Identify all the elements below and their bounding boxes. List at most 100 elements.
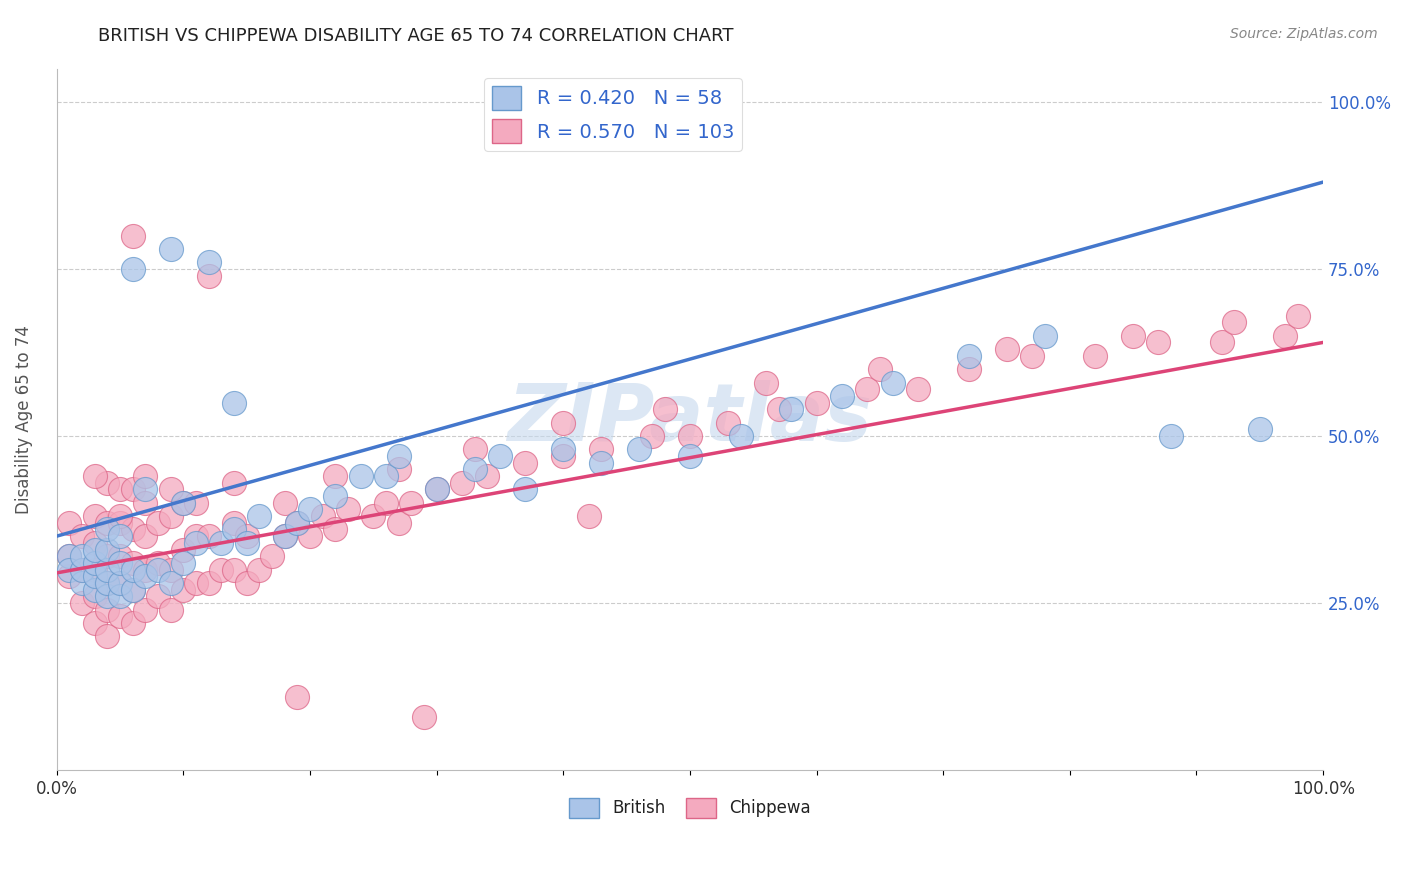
Point [83, 542, 105, 557]
Point [159, 563, 181, 577]
Point [553, 442, 575, 457]
Point [1274, 328, 1296, 343]
Point [121, 582, 143, 597]
Point [387, 516, 409, 530]
Point [121, 615, 143, 630]
Point [222, 395, 245, 409]
Point [628, 442, 651, 457]
Point [70, 549, 93, 564]
Point [285, 690, 308, 704]
Point [96, 589, 118, 603]
Point [995, 342, 1018, 356]
Point [121, 483, 143, 497]
Point [247, 509, 270, 524]
Point [146, 563, 169, 577]
Point [134, 483, 156, 497]
Point [108, 576, 131, 591]
Point [222, 523, 245, 537]
Point [957, 349, 980, 363]
Point [654, 402, 676, 417]
Point [451, 475, 474, 490]
Point [235, 536, 257, 550]
Point [108, 509, 131, 524]
Point [159, 602, 181, 616]
Point [83, 563, 105, 577]
Point [83, 509, 105, 524]
Point [374, 469, 396, 483]
Point [399, 496, 422, 510]
Point [260, 549, 283, 564]
Point [83, 569, 105, 583]
Point [273, 529, 295, 543]
Point [96, 629, 118, 643]
Point [323, 469, 346, 483]
Point [553, 416, 575, 430]
Point [1122, 328, 1144, 343]
Point [108, 516, 131, 530]
Point [869, 362, 891, 376]
Point [477, 469, 499, 483]
Text: Source: ZipAtlas.com: Source: ZipAtlas.com [1230, 27, 1378, 41]
Point [1211, 335, 1233, 350]
Point [679, 449, 702, 463]
Point [197, 255, 219, 269]
Point [412, 709, 434, 723]
Point [121, 556, 143, 570]
Point [285, 516, 308, 530]
Point [108, 483, 131, 497]
Point [578, 509, 600, 524]
Point [96, 602, 118, 616]
Point [641, 429, 664, 443]
Point [1223, 315, 1246, 329]
Point [1160, 429, 1182, 443]
Point [96, 523, 118, 537]
Point [172, 496, 194, 510]
Point [806, 395, 828, 409]
Point [235, 576, 257, 591]
Point [134, 602, 156, 616]
Point [96, 516, 118, 530]
Point [159, 483, 181, 497]
Point [134, 496, 156, 510]
Point [679, 429, 702, 443]
Point [134, 563, 156, 577]
Point [856, 382, 879, 396]
Point [83, 582, 105, 597]
Point [768, 402, 790, 417]
Point [273, 496, 295, 510]
Point [70, 596, 93, 610]
Point [907, 382, 929, 396]
Point [361, 509, 384, 524]
Point [209, 563, 232, 577]
Point [159, 242, 181, 256]
Point [108, 609, 131, 624]
Point [146, 516, 169, 530]
Point [780, 402, 803, 417]
Point [184, 529, 207, 543]
Point [1021, 349, 1043, 363]
Point [197, 576, 219, 591]
Point [172, 556, 194, 570]
Point [755, 376, 778, 390]
Point [1249, 422, 1271, 436]
Point [83, 615, 105, 630]
Point [184, 576, 207, 591]
Point [70, 563, 93, 577]
Point [134, 469, 156, 483]
Point [426, 483, 449, 497]
Point [387, 462, 409, 476]
Point [70, 576, 93, 591]
Point [323, 523, 346, 537]
Point [121, 523, 143, 537]
Point [146, 556, 169, 570]
Point [387, 449, 409, 463]
Point [134, 529, 156, 543]
Point [134, 569, 156, 583]
Point [121, 582, 143, 597]
Point [285, 516, 308, 530]
Point [247, 563, 270, 577]
Point [96, 542, 118, 557]
Point [83, 536, 105, 550]
Point [184, 536, 207, 550]
Point [172, 496, 194, 510]
